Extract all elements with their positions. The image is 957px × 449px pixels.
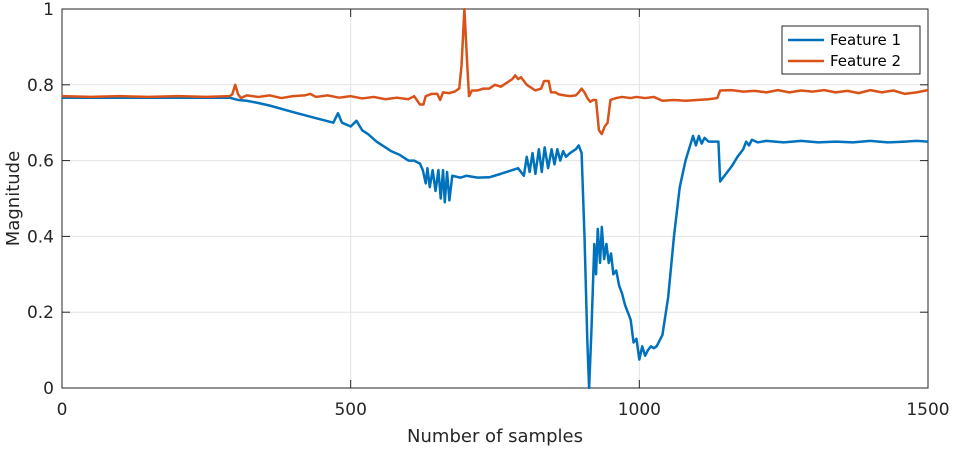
y-tick-label: 0.2: [27, 303, 54, 323]
y-tick-label: 0.8: [27, 76, 54, 96]
x-tick-label: 500: [334, 400, 366, 420]
plot-area: [61, 8, 929, 389]
legend-label-feature-2: Feature 2: [830, 52, 901, 70]
series-line-1: [62, 96, 928, 389]
x-axis-label: Number of samples: [407, 426, 583, 447]
series-layer: [62, 8, 928, 389]
y-tick-labels: 0 0.2 0.4 0.6 0.8 1: [27, 0, 54, 399]
y-axis-label: Magnitude: [3, 151, 24, 246]
series-line-2: [62, 8, 928, 136]
y-tick-label: 1: [43, 0, 54, 20]
legend-box: [781, 25, 921, 75]
y-tick-label: 0.6: [27, 152, 54, 172]
y-tick-label: 0.4: [27, 227, 54, 247]
legend: Feature 1 Feature 2: [781, 25, 921, 75]
legend-label-feature-1: Feature 1: [830, 31, 901, 49]
y-tick-label: 0: [43, 379, 54, 399]
x-tick-labels: 0 500 1000 1500: [57, 400, 950, 420]
x-tick-label: 1500: [906, 400, 949, 420]
x-tick-label: 0: [57, 400, 68, 420]
x-tick-label: 1000: [618, 400, 661, 420]
plot-frame: [61, 8, 929, 389]
ticks: [61, 8, 929, 389]
